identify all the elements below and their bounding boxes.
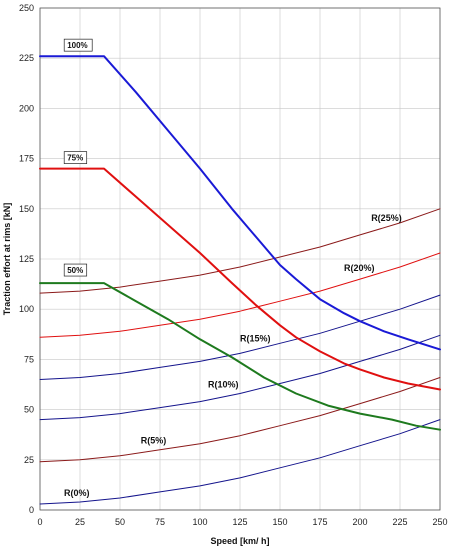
x-tick-label: 250 [432, 517, 447, 527]
x-tick-label: 50 [115, 517, 125, 527]
axes: 0 25 50 75 100 125 150 175 200 225 250 0 25 50 75 100 12… [19, 3, 448, 527]
curve-label: R(25%) [371, 213, 402, 223]
effort-curve-100 [39, 55, 441, 351]
curve-label: 50% [67, 266, 83, 275]
curve-label: 100% [67, 41, 87, 50]
series [39, 55, 441, 505]
x-axis-title: Speed [km/ h] [210, 536, 269, 546]
resistance-curve-r-10 [39, 334, 441, 421]
x-tick-label: 75 [155, 517, 165, 527]
resistance-curve-r-15 [39, 294, 441, 380]
y-tick-label: 175 [19, 154, 34, 164]
y-tick-label: 225 [19, 53, 34, 63]
y-tick-label: 0 [29, 505, 34, 515]
curve-labels: 100% 75% 50% R(25%) R(20%) R(15%) R(10%) R(5%) R… [63, 38, 402, 498]
y-tick-label: 250 [19, 3, 34, 13]
y-tick-label: 100 [19, 304, 34, 314]
y-axis-title: Traction effort at rims [kN] [2, 203, 12, 316]
curve-label: R(15%) [240, 333, 271, 343]
curve-label: R(0%) [64, 488, 90, 498]
curve-label: R(5%) [141, 436, 167, 446]
resistance-curve-r-25 [39, 208, 441, 294]
y-tick-label: 75 [24, 354, 34, 364]
curve-label-box [63, 151, 88, 164]
effort-curve-75 [39, 167, 441, 391]
effort-curve-50 [39, 282, 441, 431]
x-tick-label: 175 [312, 517, 327, 527]
resistance-curve-r-5 [39, 377, 441, 463]
x-tick-label: 0 [37, 517, 42, 527]
x-tick-label: 100 [192, 517, 207, 527]
curve-label-box [63, 263, 88, 277]
grid [39, 7, 441, 511]
y-tick-label: 200 [19, 103, 34, 113]
x-tick-label: 150 [272, 517, 287, 527]
y-tick-label: 125 [19, 254, 34, 264]
plot-frame [39, 7, 441, 511]
x-tick-label: 225 [392, 517, 407, 527]
x-tick-label: 200 [352, 517, 367, 527]
resistance-curve-r-20 [39, 252, 441, 338]
y-tick-label: 150 [19, 204, 34, 214]
curve-label: R(10%) [208, 380, 239, 390]
resistance-curve-r-0 [39, 419, 441, 505]
curve-label: 75% [67, 154, 83, 163]
curve-label: R(20%) [344, 263, 375, 273]
x-tick-label: 25 [75, 517, 85, 527]
y-tick-label: 50 [24, 405, 34, 415]
y-tick-label: 25 [24, 455, 34, 465]
curve-label-box [63, 38, 93, 52]
x-tick-label: 125 [232, 517, 247, 527]
